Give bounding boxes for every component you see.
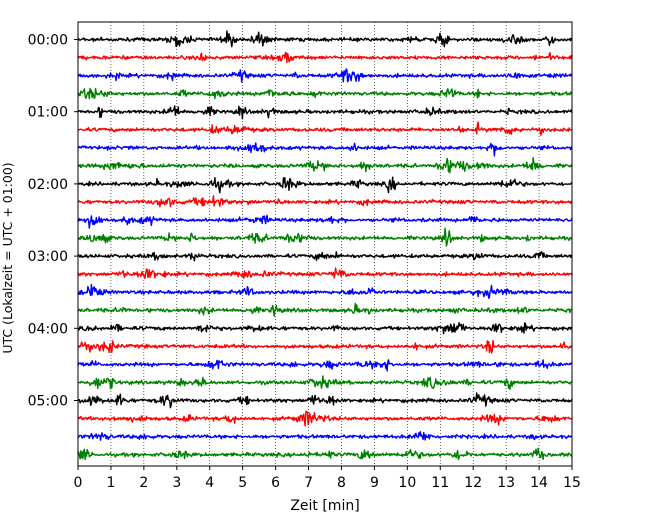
x-tick-label: 4	[205, 475, 214, 491]
trace-row-10	[77, 214, 573, 229]
trace-row-8	[77, 176, 573, 194]
x-tick-label: 6	[271, 475, 280, 491]
y-axis-label: UTC (Lokalzeit = UTC + 01:00)	[0, 162, 15, 353]
x-tick-label: 3	[172, 475, 181, 491]
x-tick-label: 11	[431, 475, 449, 491]
y-tick-label: 05:00	[28, 394, 68, 410]
trace-row-11	[77, 227, 573, 247]
x-axis-label: Zeit [min]	[290, 498, 359, 514]
x-tick-label: 13	[497, 475, 515, 491]
x-tick-label: 9	[370, 475, 379, 491]
plot-frame	[77, 21, 573, 467]
trace-row-12	[77, 251, 573, 262]
x-tick-label: 8	[337, 475, 346, 491]
trace-row-7	[77, 157, 573, 174]
trace-row-5	[77, 121, 573, 136]
y-tick-label: 03:00	[28, 249, 68, 265]
trace-row-3	[77, 87, 573, 100]
trace-row-1	[77, 51, 573, 64]
trace-row-18	[77, 359, 573, 372]
x-tick-label: 15	[563, 475, 581, 491]
y-tick-label: 00:00	[28, 33, 68, 49]
trace-row-21	[77, 410, 573, 427]
x-tick-label: 7	[304, 475, 313, 491]
x-axis-ticks: 0 1 2 3 4 5 6 7 8 9 10 11 12 13 14 15	[74, 466, 581, 491]
seismic-traces	[77, 30, 573, 461]
x-tick-label: 10	[398, 475, 416, 491]
x-tick-label: 0	[74, 475, 83, 491]
trace-row-0	[77, 30, 572, 48]
x-tick-label: 12	[464, 475, 482, 491]
y-tick-label: 02:00	[28, 177, 68, 193]
y-axis-ticks: 00:00 01:00 02:00 03:00 04:00 05:00	[28, 33, 78, 410]
trace-row-20	[77, 392, 573, 409]
x-tick-label: 2	[139, 475, 148, 491]
x-tick-label: 14	[530, 475, 548, 491]
trace-row-13	[77, 267, 573, 279]
trace-row-23	[77, 447, 573, 461]
trace-row-4	[77, 105, 573, 120]
y-tick-label: 04:00	[28, 321, 68, 337]
trace-row-9	[77, 195, 573, 208]
trace-row-19	[77, 375, 573, 390]
trace-row-17	[77, 339, 573, 354]
grid-lines	[110, 22, 540, 466]
trace-row-22	[77, 431, 573, 441]
trace-row-14	[77, 283, 573, 299]
trace-row-6	[77, 142, 573, 157]
trace-row-16	[77, 322, 573, 335]
y-tick-label: 01:00	[28, 105, 68, 121]
trace-row-2	[77, 68, 573, 83]
x-tick-label: 5	[238, 475, 247, 491]
trace-row-15	[77, 302, 573, 317]
x-tick-label: 1	[106, 475, 115, 491]
